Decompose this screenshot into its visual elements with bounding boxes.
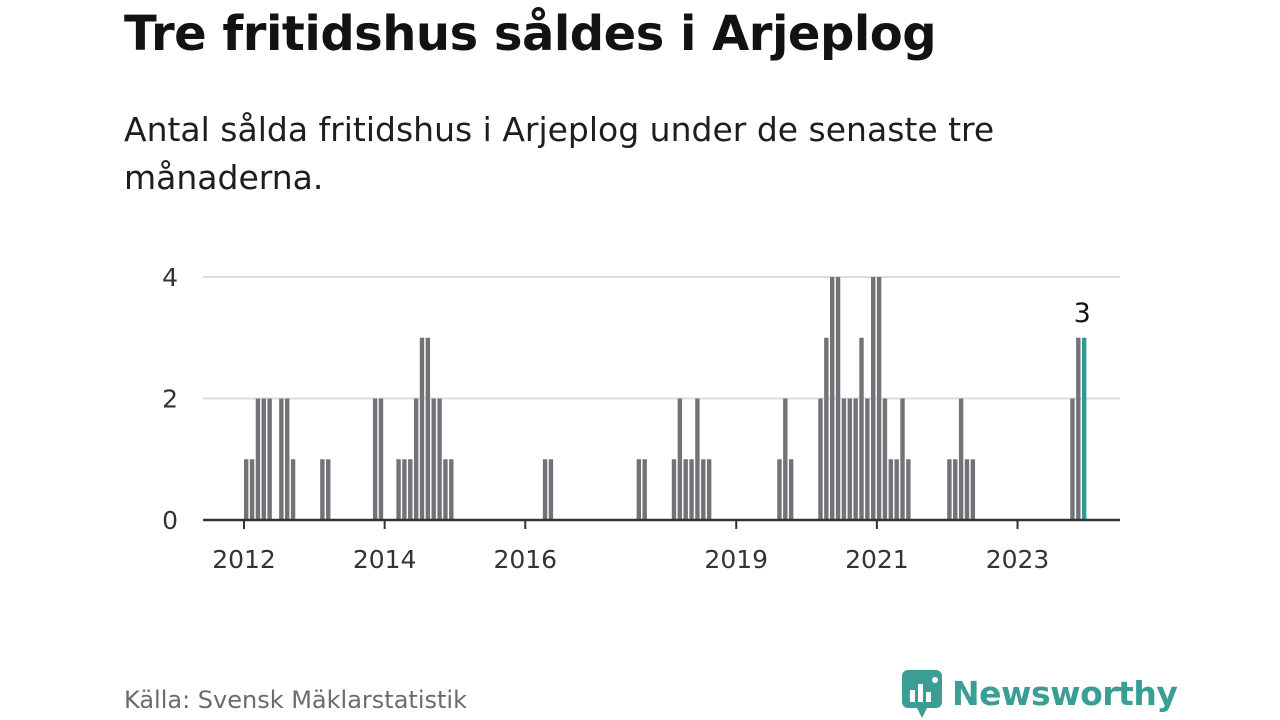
chart-title: Tre fritidshus såldes i Arjeplog — [124, 6, 937, 62]
bar — [419, 337, 425, 520]
bar — [970, 459, 976, 520]
bar — [958, 398, 964, 520]
bar — [882, 398, 888, 520]
bar — [888, 459, 893, 520]
bar — [677, 398, 683, 520]
x-tick-label: 2021 — [845, 545, 909, 574]
x-tick-label: 2019 — [704, 545, 768, 574]
chart-subtitle: Antal sålda fritidshus i Arjeplog under … — [124, 110, 995, 197]
bar — [788, 459, 794, 520]
bar — [777, 459, 782, 520]
data-label: 3 — [1074, 298, 1091, 329]
bar — [408, 459, 413, 520]
bar — [835, 277, 841, 520]
y-tick-label: 0 — [162, 506, 178, 535]
y-tick-label: 2 — [162, 385, 178, 414]
bar — [947, 459, 952, 520]
bar — [1076, 337, 1081, 520]
bar — [285, 398, 290, 520]
bar — [372, 398, 378, 520]
bar — [255, 398, 261, 520]
bar — [437, 398, 442, 520]
bars — [244, 277, 1087, 520]
bar — [871, 277, 876, 520]
bar — [413, 398, 419, 520]
bar — [865, 398, 870, 520]
bar — [830, 277, 835, 520]
bar — [1070, 398, 1075, 520]
bar — [402, 459, 407, 520]
bar — [396, 459, 401, 520]
bar — [706, 459, 712, 520]
bar — [824, 337, 829, 520]
bar — [449, 459, 454, 520]
bar — [818, 398, 823, 520]
bar — [279, 398, 284, 520]
bar — [548, 459, 554, 520]
bar — [859, 337, 864, 520]
bar-highlight — [1081, 337, 1087, 520]
brand-logo: Newsworthy — [902, 668, 1178, 718]
x-tick-label: 2012 — [212, 545, 276, 574]
bar — [267, 398, 272, 520]
brand-name: Newsworthy — [952, 673, 1178, 713]
bar — [443, 459, 448, 520]
bar — [847, 398, 852, 520]
y-tick-label: 4 — [162, 263, 178, 292]
bar — [701, 459, 706, 520]
newsworthy-logo-icon — [902, 670, 942, 718]
bar — [636, 459, 642, 520]
source-note: Källa: Svensk Mäklarstatistik — [124, 686, 467, 714]
bar — [378, 398, 384, 520]
bar — [326, 459, 331, 520]
bar — [261, 398, 266, 520]
bar — [841, 398, 847, 520]
bar — [689, 459, 694, 520]
bar — [683, 459, 688, 520]
bar — [853, 398, 858, 520]
bar — [695, 398, 700, 520]
x-tick-label: 2023 — [986, 545, 1050, 574]
bar — [906, 459, 911, 520]
bar — [431, 398, 436, 520]
bar — [876, 277, 882, 520]
bar — [783, 398, 788, 520]
bar — [964, 459, 970, 520]
x-tick-label: 2014 — [353, 545, 417, 574]
bar — [642, 459, 647, 520]
grid-lines — [203, 276, 1120, 400]
bar — [542, 459, 548, 520]
bar — [290, 459, 296, 520]
bar — [900, 398, 905, 520]
bar — [671, 459, 677, 520]
bar — [953, 459, 958, 520]
x-tick-label: 2016 — [493, 545, 557, 574]
x-axis — [203, 518, 1120, 529]
bar — [249, 459, 255, 520]
bar — [425, 337, 431, 520]
bar — [244, 459, 249, 520]
labels: 0 2 4 2012 2014 2016 2019 2021 2023 3 — [162, 263, 1091, 574]
bar — [894, 459, 899, 520]
bar — [320, 459, 325, 520]
